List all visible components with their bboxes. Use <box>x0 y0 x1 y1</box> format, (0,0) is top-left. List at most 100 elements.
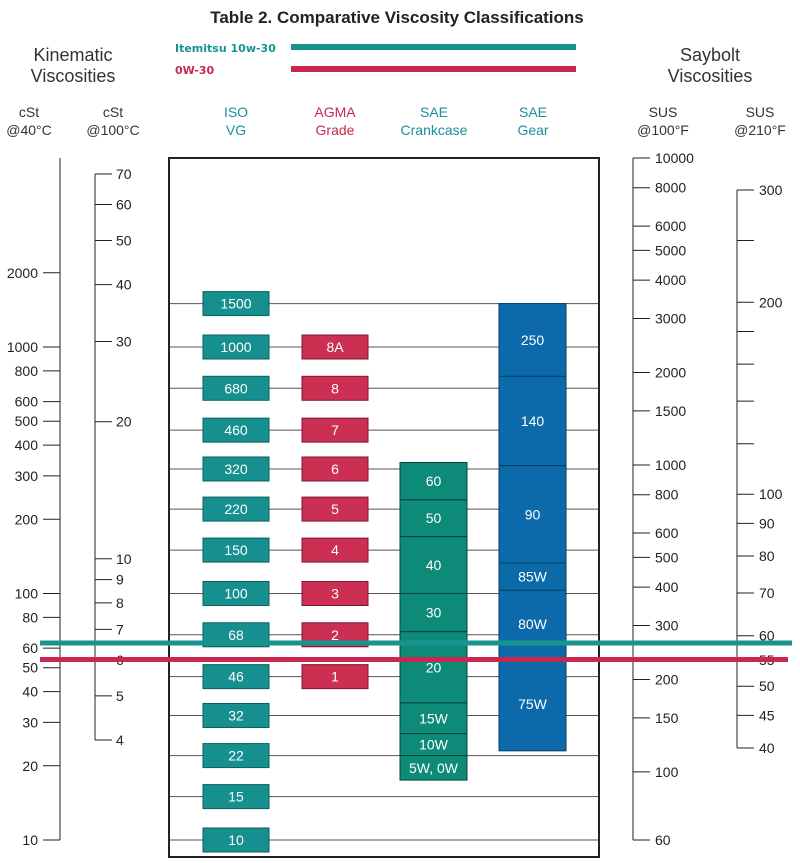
cst100-tick-label-8: 8 <box>116 595 124 611</box>
saybolt-group-label-1: Saybolt <box>680 45 740 65</box>
sae-gear-band-80w-label: 80W <box>518 616 548 632</box>
sus100-tick-label-500: 500 <box>655 549 679 565</box>
sus100-tick-label-4000: 4000 <box>655 272 686 288</box>
sae-crankcase-band-60 <box>399 461 468 501</box>
sus100-tick-label-3000: 3000 <box>655 310 686 326</box>
cst100-tick-label-9: 9 <box>116 572 124 588</box>
sus100-tick-label-2000: 2000 <box>655 365 686 381</box>
kinematic-group-label-1: Kinematic <box>33 45 112 65</box>
agma-box-3 <box>301 581 369 606</box>
agma-header-line-2: Grade <box>316 122 355 138</box>
sus100-tick-label-800: 800 <box>655 487 679 503</box>
sus100-tick-label-10000: 10000 <box>655 150 694 166</box>
sus210-tick-label-200: 200 <box>759 294 783 310</box>
iso-vg-box-320-label: 320 <box>224 461 248 477</box>
sus210-tick-label-90: 90 <box>759 515 775 531</box>
iso-vg-box-10-label: 10 <box>228 832 244 848</box>
sae-crankcase-band-30-label: 30 <box>426 605 442 621</box>
iso-vg-box-150 <box>202 537 270 563</box>
sae-crankcase-band-10w-label: 10W <box>419 737 449 753</box>
cst100-tick-label-7: 7 <box>116 621 124 637</box>
sae-gear-band-75w-label: 75W <box>518 696 548 712</box>
agma-box-7-label: 7 <box>331 422 339 438</box>
cst40-tick-label-200: 200 <box>15 511 39 527</box>
sae-gear-band-75w <box>498 657 567 752</box>
sae-gear-band-140 <box>498 375 567 467</box>
sae-crankcase-band-5w-0w-label: 5W, 0W <box>409 760 459 776</box>
cst40-tick-label-400: 400 <box>15 437 39 453</box>
agma-box-1 <box>301 664 369 690</box>
cst40-tick-label-2000: 2000 <box>7 265 38 281</box>
sus100-tick-label-300: 300 <box>655 617 679 633</box>
cst40-tick-label-10: 10 <box>22 832 38 848</box>
iso-vg-box-32 <box>202 702 270 728</box>
cst40-tick-label-60: 60 <box>22 640 38 656</box>
sae-gear-band-250-label: 250 <box>521 332 545 348</box>
saybolt-group-label-2: Viscosities <box>668 66 753 86</box>
agma-box-6 <box>301 456 369 482</box>
cst40-tick-label-30: 30 <box>22 714 38 730</box>
cst100-tick-label-40: 40 <box>116 277 132 293</box>
sus100-tick-label-400: 400 <box>655 579 679 595</box>
iso-vg-box-150-label: 150 <box>224 542 248 558</box>
cst40-tick-label-80: 80 <box>22 609 38 625</box>
iso-vg-box-22 <box>202 743 270 769</box>
sae-gear-band-85w-label: 85W <box>518 569 548 585</box>
cst100-tick-label-10: 10 <box>116 551 132 567</box>
cst40-tick-label-800: 800 <box>15 363 39 379</box>
sus100-tick-label-100: 100 <box>655 764 679 780</box>
cst100-tick-label-5: 5 <box>116 688 124 704</box>
iso-vg-box-460 <box>202 417 270 443</box>
legend-label-itemitsu-10w-30: Itemitsu 10w-30 <box>175 42 276 55</box>
agma-box-5 <box>301 496 369 522</box>
sus100-tick-label-5000: 5000 <box>655 242 686 258</box>
cst40-tick-label-600: 600 <box>15 394 39 410</box>
cst100-header-line-1: cSt <box>103 104 123 120</box>
sus210-tick-label-80: 80 <box>759 548 775 564</box>
agma-box-6-label: 6 <box>331 461 339 477</box>
sus100-tick-label-1500: 1500 <box>655 403 686 419</box>
sus100-tick-label-600: 600 <box>655 525 679 541</box>
iso-vg-box-680-label: 680 <box>224 380 248 396</box>
iso-vg-box-46 <box>202 664 270 690</box>
iso-vg-box-46-label: 46 <box>228 669 244 685</box>
iso-vg-box-460-label: 460 <box>224 422 248 438</box>
kinematic-group-label-2: Viscosities <box>31 66 116 86</box>
scales: 2000 1000 800 600 500 400 300 200 100 80 60 50 40 30 2… <box>7 150 783 848</box>
sae-crankcase-band-60-label: 60 <box>426 473 442 489</box>
agma-header-line-1: AGMA <box>314 104 356 120</box>
agma-box-5-label: 5 <box>331 501 339 517</box>
sae-gear-band-140-label: 140 <box>521 413 545 429</box>
agma-box-4 <box>301 537 369 563</box>
iso-vg-box-32-label: 32 <box>228 707 244 723</box>
cst40-tick-label-100: 100 <box>15 586 39 602</box>
sus210-tick-label-70: 70 <box>759 585 775 601</box>
iso-vg-header-line-1: ISO <box>224 104 248 120</box>
sus100-tick-label-150: 150 <box>655 710 679 726</box>
cst40-tick-label-40: 40 <box>22 684 38 700</box>
sae-crankcase-header-line-2: Crankcase <box>401 122 468 138</box>
iso-vg-box-68-label: 68 <box>228 627 244 643</box>
cst40-tick-label-1000: 1000 <box>7 339 38 355</box>
iso-vg-box-15-label: 15 <box>228 789 244 805</box>
iso-vg-box-100 <box>202 581 270 606</box>
sus210-tick-label-100: 100 <box>759 486 783 502</box>
sae-gear-header-line-1: SAE <box>519 104 547 120</box>
chart-title: Table 2. Comparative Viscosity Classific… <box>210 8 584 27</box>
iso-vg-box-1500-label: 1500 <box>220 296 251 312</box>
sae-gear-header-line-2: Gear <box>517 122 548 138</box>
agma-box-3-label: 3 <box>331 586 339 602</box>
sae-gear-band-90 <box>498 465 567 564</box>
agma-box-4-label: 4 <box>331 542 339 558</box>
sae-gear-band-85w <box>498 562 567 591</box>
agma-box-8-label: 8 <box>331 380 339 396</box>
sae-crankcase-band-40 <box>399 536 468 594</box>
sae-crankcase-header-line-1: SAE <box>420 104 448 120</box>
cst100-header-line-2: @100°C <box>86 122 139 138</box>
cst100-tick-label-4: 4 <box>116 732 124 748</box>
sae-crankcase-band-50 <box>399 499 468 538</box>
sus210-tick-label-300: 300 <box>759 182 783 198</box>
scale-headers: cSt @40°C cSt @100°C ISO VG AGMA Grade S… <box>6 104 786 138</box>
table-frame <box>168 157 600 858</box>
